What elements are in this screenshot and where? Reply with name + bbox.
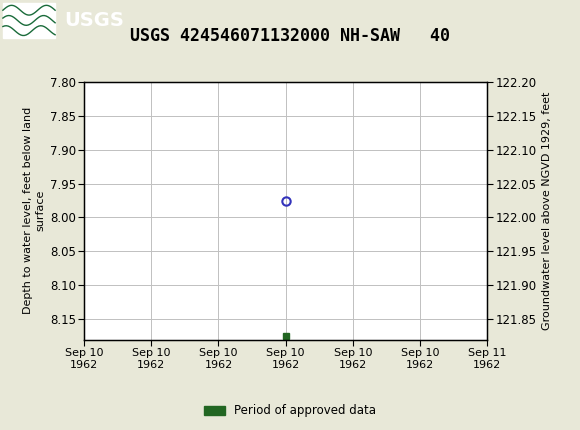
Text: USGS 424546071132000 NH-SAW   40: USGS 424546071132000 NH-SAW 40 (130, 27, 450, 45)
Y-axis label: Groundwater level above NGVD 1929, feet: Groundwater level above NGVD 1929, feet (542, 92, 552, 330)
FancyBboxPatch shape (3, 3, 55, 37)
Text: USGS: USGS (64, 11, 124, 30)
Y-axis label: Depth to water level, feet below land
surface: Depth to water level, feet below land su… (23, 107, 45, 314)
Legend: Period of approved data: Period of approved data (199, 399, 381, 422)
